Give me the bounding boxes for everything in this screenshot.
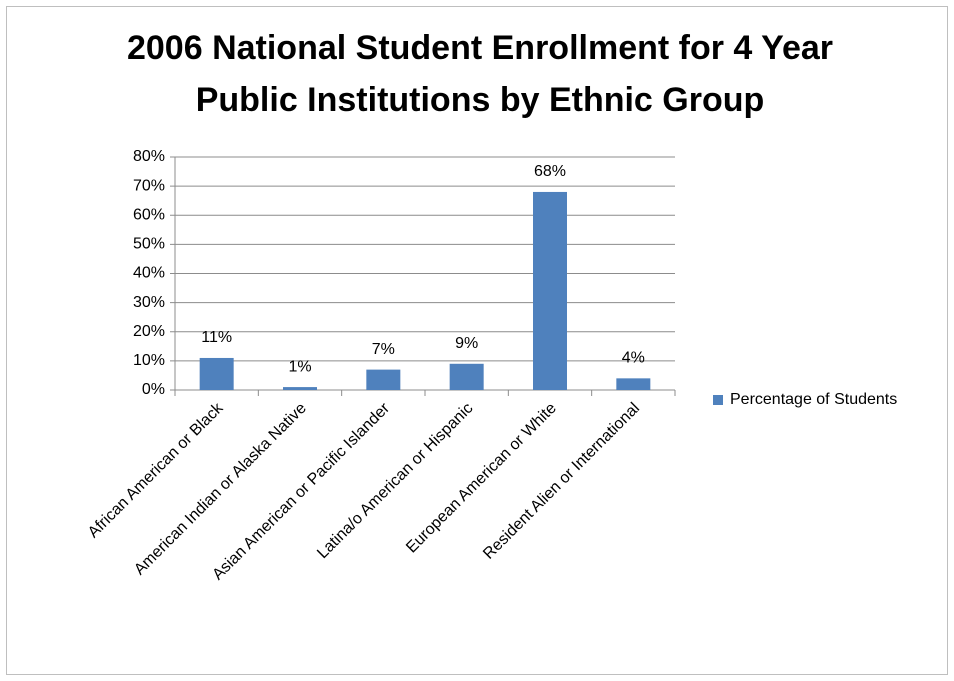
data-label: 9% bbox=[455, 335, 478, 352]
y-tick-label: 40% bbox=[133, 265, 165, 282]
x-tick-label: American Indian or Alaska Native bbox=[131, 400, 310, 579]
bar bbox=[616, 378, 651, 390]
bar bbox=[283, 387, 317, 390]
bar bbox=[533, 191, 567, 390]
y-tick-label: 20% bbox=[133, 323, 165, 340]
bar bbox=[366, 369, 401, 390]
data-label: 11% bbox=[201, 329, 232, 346]
x-tick-label: Latina/o American or Hispanic bbox=[314, 400, 476, 562]
y-tick-label: 80% bbox=[133, 148, 165, 165]
y-tick-label: 70% bbox=[133, 177, 165, 194]
y-tick-label: 60% bbox=[133, 206, 165, 223]
bar bbox=[199, 357, 234, 390]
x-tick-label: European American or White bbox=[403, 400, 560, 557]
y-tick-label: 30% bbox=[133, 294, 165, 311]
legend-swatch bbox=[713, 395, 723, 405]
bar bbox=[449, 363, 484, 390]
data-label: 68% bbox=[534, 163, 566, 180]
data-label: 4% bbox=[622, 350, 645, 367]
legend-label: Percentage of Students bbox=[730, 391, 897, 408]
y-tick-label: 0% bbox=[142, 381, 165, 398]
x-tick-label: African American or Black bbox=[85, 399, 227, 541]
y-tick-label: 10% bbox=[133, 352, 165, 369]
y-tick-label: 50% bbox=[133, 236, 165, 253]
chart-title: 2006 National Student Enrollment for 4 Y… bbox=[126, 29, 833, 119]
x-tick-label: Resident Alien or International bbox=[480, 400, 643, 563]
data-label: 7% bbox=[372, 341, 395, 358]
chart-border bbox=[6, 6, 948, 675]
x-tick-label: Asian American or Pacific Islander bbox=[209, 399, 393, 583]
data-label: 1% bbox=[288, 358, 311, 375]
